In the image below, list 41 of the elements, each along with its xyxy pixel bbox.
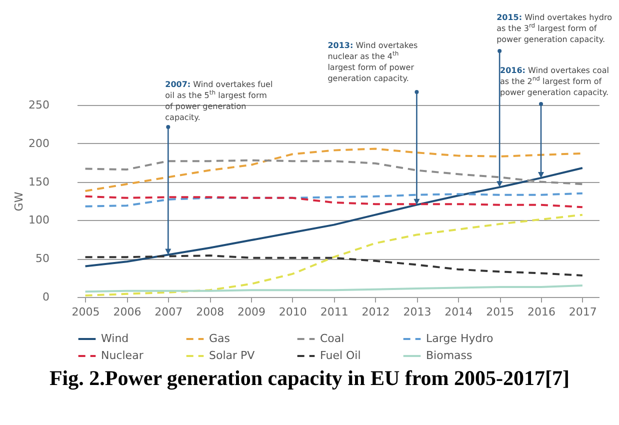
y-tick-label: 0 (42, 290, 50, 304)
x-tick-label: 2017 (568, 306, 597, 318)
x-tick-label: 2010 (278, 306, 307, 318)
annotation: 2016: Wind overtakes coal as the 2$^{nd}$ largest form of power generation capacity. (500, 65, 610, 98)
y-tick-label: 50 (36, 252, 50, 266)
y-tick-label: 100 (28, 214, 50, 227)
x-tick-label: 2016 (528, 306, 556, 318)
x-tick-label: 2012 (362, 306, 390, 318)
line-series (84, 214, 584, 296)
line-series (84, 148, 584, 192)
legend-label: Fuel Oil (320, 349, 361, 362)
x-tick-label: 2013 (403, 306, 432, 318)
line-series (84, 195, 584, 208)
x-tick-label: 2008 (196, 306, 224, 318)
annotation: 2007: Wind overtakes fuel oil as the 5$^{th}$ largest form of power generation capacity. (165, 79, 274, 123)
x-tick-label: 2005 (72, 306, 100, 318)
x-tick-label: 2014 (444, 306, 473, 318)
legend-label: Coal (320, 332, 344, 345)
legend-label: Large Hydro (426, 332, 494, 345)
line-series (84, 284, 584, 293)
x-tick-label: 2015 (486, 306, 514, 318)
line-series (84, 192, 584, 208)
annotation: 2015: Wind overtakes hydro as the 3$^{rd}$ largest form of power generation capacity. (496, 12, 613, 45)
x-tick-label: 2011 (320, 306, 348, 318)
x-tick-label: 2007 (154, 306, 183, 318)
text: Fig. 2.Power generation capacity in EU from 2005-2017[7] (48, 366, 571, 390)
legend-label: Wind (101, 332, 129, 345)
annotation: 2013: Wind overtakes nuclear as the 4$^{th}$ largest form of power generation capacity. (328, 40, 419, 84)
y-axis-title: GW (12, 192, 26, 212)
x-tick-label: 2009 (238, 306, 266, 318)
line-series (84, 254, 584, 276)
legend-label: Solar PV (209, 349, 256, 362)
x-tick-label: 2006 (113, 306, 142, 318)
legend-label: Nuclear (101, 349, 144, 362)
y-tick-label: 250 (28, 98, 50, 112)
line-series (84, 159, 584, 186)
line-series (84, 166, 584, 268)
legend-label: Gas (209, 332, 230, 345)
y-tick-label: 200 (28, 136, 50, 150)
legend-label: Biomass (426, 349, 473, 362)
y-tick-label: 150 (28, 175, 50, 188)
